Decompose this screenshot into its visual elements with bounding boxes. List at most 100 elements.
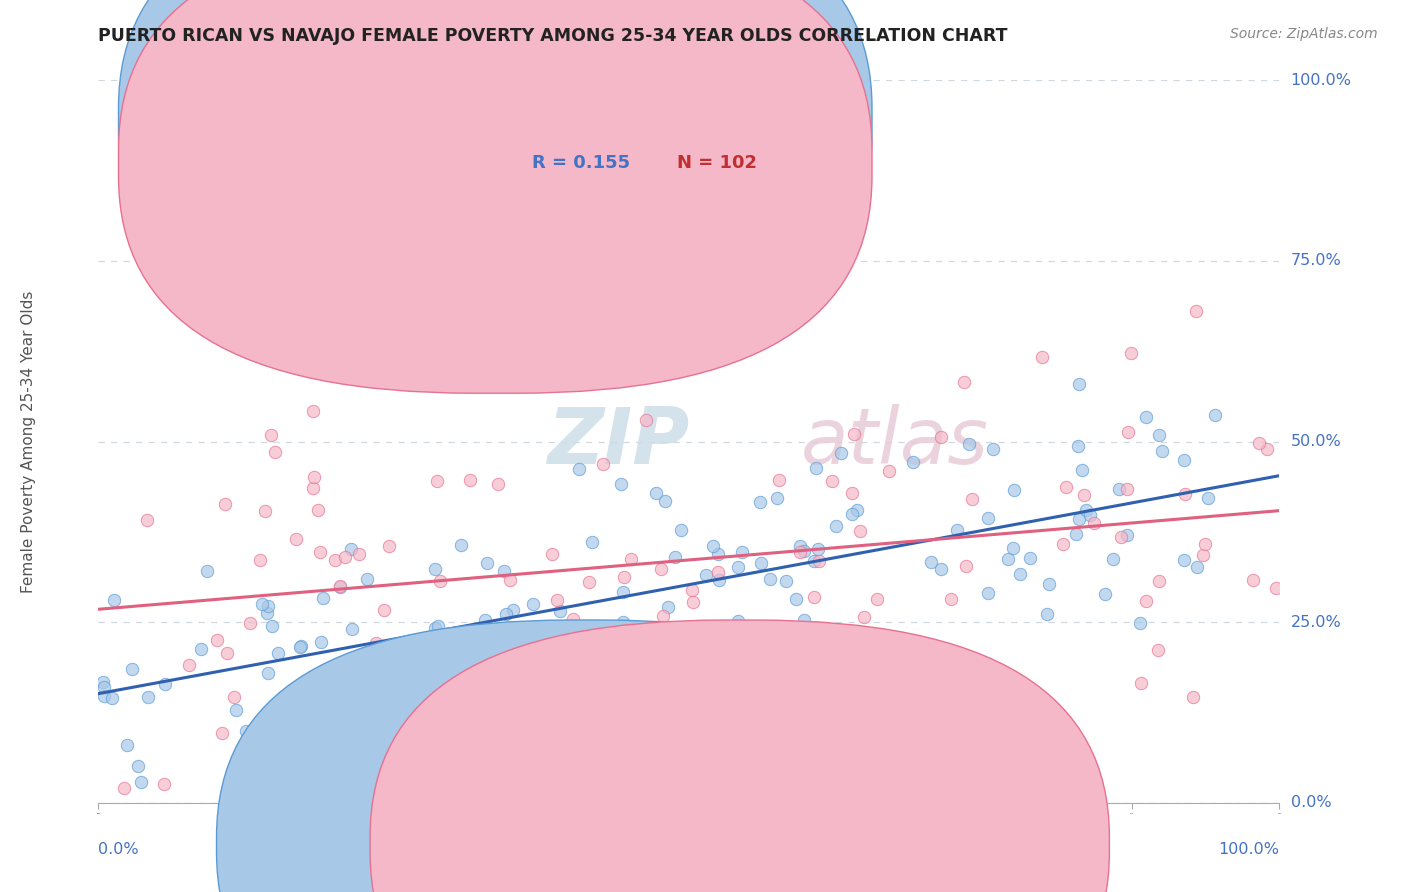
Text: 0.0%: 0.0% [1291, 796, 1331, 810]
Point [353, 747, 375, 762]
Point [177, 657, 200, 672]
Point [853, 610, 876, 624]
Point [256, 599, 278, 614]
Point [449, 674, 471, 689]
Point [207, 633, 229, 648]
Point [749, 556, 772, 570]
Point [607, 651, 630, 665]
Point [877, 465, 900, 479]
Point [744, 662, 766, 676]
Point [239, 616, 262, 631]
Point [941, 591, 963, 606]
Point [1002, 483, 1025, 497]
Point [250, 597, 273, 611]
Point [195, 565, 218, 579]
Point [997, 552, 1019, 566]
Text: 100.0%: 100.0% [1291, 73, 1351, 87]
Point [1135, 409, 1157, 424]
Point [329, 581, 352, 595]
Point [600, 691, 623, 706]
Text: ZIP: ZIP [547, 403, 689, 480]
Point [340, 541, 363, 556]
Point [259, 428, 281, 442]
Point [249, 553, 271, 567]
FancyBboxPatch shape [370, 620, 1109, 892]
Point [807, 541, 830, 556]
Point [789, 545, 811, 559]
Point [946, 523, 969, 537]
Point [1052, 537, 1074, 551]
Point [312, 591, 335, 606]
Point [620, 552, 643, 566]
Point [932, 658, 955, 673]
Point [749, 495, 772, 509]
Point [1130, 676, 1153, 690]
Point [93, 689, 115, 703]
Point [793, 544, 815, 558]
Point [931, 562, 953, 576]
Point [821, 474, 844, 488]
Point [727, 614, 749, 628]
Point [288, 640, 311, 654]
Point [695, 567, 717, 582]
Text: Source: ZipAtlas.com: Source: ZipAtlas.com [1230, 27, 1378, 41]
Text: Female Poverty Among 25-34 Year Olds: Female Poverty Among 25-34 Year Olds [21, 291, 37, 592]
Point [738, 648, 761, 663]
Point [356, 572, 378, 586]
Text: Puerto Ricans: Puerto Ricans [613, 838, 718, 852]
Point [541, 547, 564, 561]
Point [399, 671, 422, 685]
Point [302, 688, 325, 702]
Point [538, 624, 561, 638]
Point [475, 556, 498, 570]
Point [562, 612, 585, 626]
Point [645, 486, 668, 500]
Text: R = 0.717: R = 0.717 [531, 112, 630, 130]
Point [682, 595, 704, 609]
Text: 100.0%: 100.0% [1219, 842, 1279, 856]
Point [1078, 508, 1101, 523]
Point [114, 781, 136, 796]
Point [1119, 345, 1142, 359]
Point [766, 491, 789, 505]
Point [190, 642, 212, 657]
Point [115, 738, 138, 752]
Point [450, 538, 472, 552]
Point [425, 561, 447, 575]
Point [495, 607, 517, 621]
Point [121, 661, 143, 675]
Point [373, 665, 395, 680]
Point [803, 591, 825, 605]
Point [592, 457, 614, 471]
Point [323, 553, 346, 567]
Point [710, 631, 733, 645]
Text: Navajo: Navajo [766, 838, 820, 852]
Point [486, 476, 509, 491]
Point [153, 677, 176, 691]
Point [785, 591, 807, 606]
Point [1249, 435, 1271, 450]
Point [920, 555, 942, 569]
Point [373, 603, 395, 617]
Point [668, 707, 690, 722]
Point [807, 554, 830, 568]
Point [1147, 643, 1170, 657]
Point [546, 593, 568, 607]
Point [1008, 567, 1031, 582]
Point [211, 725, 233, 739]
Point [957, 437, 980, 451]
Point [702, 539, 724, 553]
Point [662, 631, 685, 645]
Point [492, 564, 515, 578]
Point [388, 657, 411, 672]
Point [225, 703, 247, 717]
Point [768, 473, 790, 487]
Point [612, 585, 634, 599]
Point [657, 632, 679, 647]
Point [342, 623, 364, 637]
Point [136, 513, 159, 527]
Point [394, 358, 416, 372]
Point [727, 560, 749, 574]
Point [707, 565, 730, 579]
Point [349, 547, 371, 561]
